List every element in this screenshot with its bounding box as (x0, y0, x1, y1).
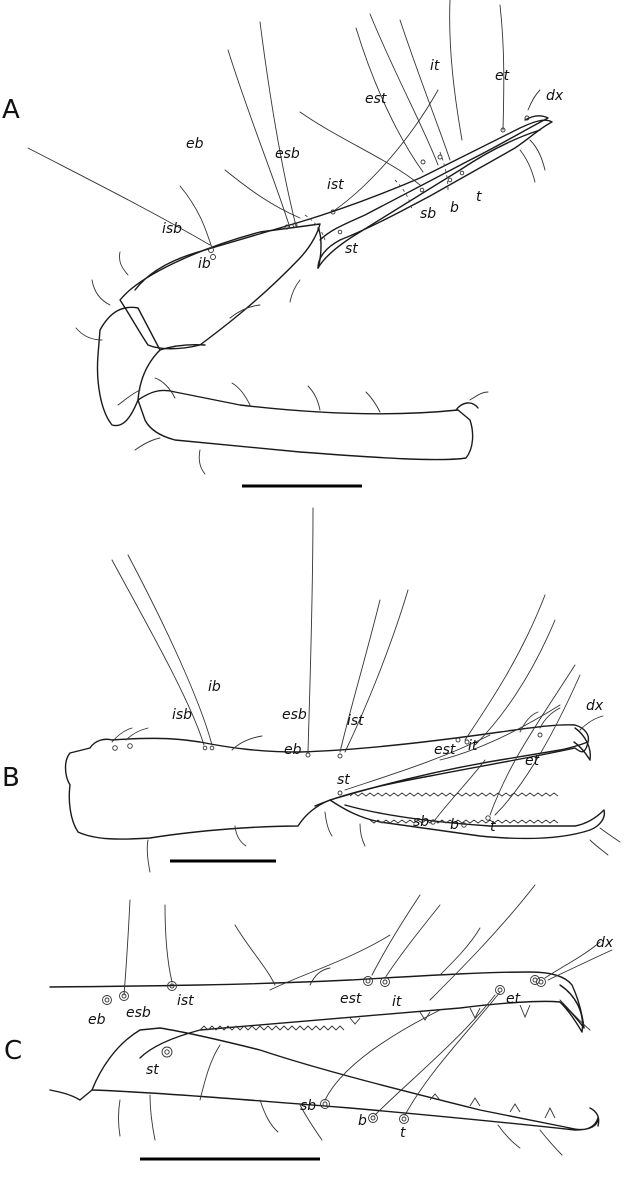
panel-c: C (4, 884, 614, 1161)
femur-outline (137, 389, 474, 461)
label-ib: ib (198, 256, 211, 272)
femur-knob (455, 402, 479, 411)
label-sb: sb (413, 814, 429, 830)
label-sb: sb (300, 1098, 316, 1114)
panel-a: A (2, 0, 564, 488)
label-esb: esb (275, 146, 300, 162)
panel-letter: C (4, 1036, 22, 1066)
label-st: st (146, 1062, 159, 1078)
movable-finger (329, 799, 606, 840)
panel-letter: B (2, 763, 20, 793)
label-b: b (450, 200, 459, 216)
label-est: est (434, 742, 456, 758)
patella-joint (159, 343, 206, 351)
label-esb: esb (282, 707, 307, 723)
panel-b: B (2, 507, 621, 873)
label-esb: esb (126, 1005, 151, 1021)
label-ist: ist (347, 713, 364, 729)
label-et: et (525, 753, 540, 769)
label-b: b (358, 1113, 367, 1129)
label-dx: dx (546, 88, 564, 104)
label-et: et (506, 991, 521, 1007)
label-eb: eb (186, 136, 204, 152)
label-t: t (476, 189, 482, 205)
label-ib: ib (208, 679, 221, 695)
label-st: st (345, 241, 358, 257)
label-ist: ist (177, 993, 194, 1009)
label-est: est (340, 991, 362, 1007)
label-dx: dx (586, 698, 604, 714)
label-sb: sb (420, 206, 436, 222)
label-it: it (392, 994, 402, 1010)
label-it: it (430, 58, 440, 74)
hand-outline (134, 119, 553, 291)
label-dx: dx (596, 935, 614, 951)
label-t: t (490, 819, 496, 835)
movable-finger (91, 1027, 599, 1131)
fixed-finger (317, 129, 541, 269)
hand-outline (64, 724, 590, 840)
label-st: st (337, 772, 350, 788)
label-isb: isb (162, 221, 182, 237)
label-isb: isb (172, 707, 192, 723)
label-eb: eb (284, 742, 302, 758)
label-et: et (495, 68, 510, 84)
label-it: it (468, 738, 478, 754)
fixed-finger (314, 741, 589, 807)
movable-finger (319, 115, 549, 241)
trochanter-outline (96, 306, 161, 427)
tri-dots (102, 975, 546, 1124)
label-eb: eb (88, 1012, 106, 1028)
label-b: b (450, 817, 459, 833)
label-t: t (400, 1125, 406, 1141)
label-ist: ist (327, 177, 344, 193)
label-est: est (365, 91, 387, 107)
panel-letter: A (2, 95, 20, 125)
hand-joint (317, 227, 322, 269)
